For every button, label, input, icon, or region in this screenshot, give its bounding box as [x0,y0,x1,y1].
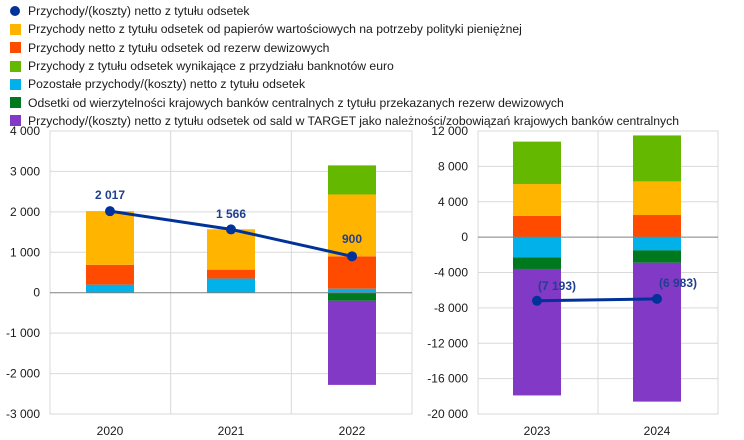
legend-item: Przychody netto z tytułu odsetek od reze… [10,39,740,57]
data-label: 1 566 [216,207,246,221]
y-tick-label: -16 000 [427,372,468,386]
legend-item: Przychody netto z tytułu odsetek od papi… [10,20,740,38]
bar-segment [513,184,561,216]
legend-marker [10,78,21,90]
legend-label: Przychody netto z tytułu odsetek od papi… [28,22,522,37]
y-tick-label: 2 000 [10,205,40,219]
legend-marker [10,115,21,127]
bar-segment [86,211,134,265]
legend-item: Pozostałe przychody/(koszty) netto z tyt… [10,75,740,93]
legend-label: Przychody netto z tytułu odsetek od reze… [28,40,330,55]
y-tick-label: 12 000 [431,124,468,138]
data-label: 2 017 [95,188,125,202]
y-tick-label: -2 000 [6,367,40,381]
legend-item: Przychody z tytułu odsetek wynikające z … [10,57,740,75]
y-tick-label: -4 000 [434,266,468,280]
bar-segment [328,256,376,289]
y-tick-label: -8 000 [434,301,468,315]
legend-label: Pozostałe przychody/(koszty) netto z tyt… [28,77,306,92]
bar-segment [633,262,681,402]
bar-segment [328,165,376,195]
x-tick-label: 2020 [97,424,124,438]
chart-legend: Przychody/(koszty) netto z tytułu odsete… [10,2,740,130]
y-tick-label: -12 000 [427,336,468,350]
legend-marker [10,60,21,72]
bar-segment [207,229,255,270]
x-tick-label: 2021 [218,424,245,438]
legend-item: Przychody/(koszty) netto z tytułu odsete… [10,2,740,20]
y-tick-label: 0 [33,286,40,300]
y-tick-label: 3 000 [10,164,40,178]
legend-marker [10,42,21,54]
y-tick-label: -20 000 [427,407,468,421]
plot-frame [477,130,719,415]
bar-segment [513,215,561,238]
data-label: (7 193) [538,279,576,293]
x-tick-label: 2022 [339,424,366,438]
legend-marker [10,23,21,35]
bar-segment [86,264,134,285]
y-tick-label: 0 [461,230,468,244]
legend-label: Odsetki od wierzytelności krajowych bank… [28,95,564,110]
bar-segment [328,194,376,257]
y-tick-label: 4 000 [10,124,40,138]
y-tick-label: -1 000 [6,326,40,340]
bar-segment [633,215,681,238]
bar-segment [633,237,681,251]
data-label: (6 983) [659,276,697,290]
total-point [226,224,236,235]
legend-label: Przychody/(koszty) netto z tytułu odsete… [28,113,679,128]
y-tick-label: 1 000 [10,245,40,259]
legend-item: Przychody/(koszty) netto z tytułu odsete… [10,112,740,130]
plot-frame [49,130,413,415]
y-tick-label: 8 000 [438,159,468,173]
total-point [652,293,662,304]
legend-marker [10,6,20,17]
bar-segment [633,181,681,216]
y-tick-label: -3 000 [6,407,40,421]
x-tick-label: 2023 [524,424,551,438]
bar-segment [633,250,681,263]
data-label: 900 [342,232,362,246]
bar-segment [328,288,376,293]
legend-marker [10,97,21,109]
bar-segment [513,237,561,258]
total-point [105,206,115,217]
bar-segment [86,284,134,293]
legend-label: Przychody z tytułu odsetek wynikające z … [28,59,394,74]
total-point [532,295,542,306]
x-tick-label: 2024 [644,424,671,438]
legend-item: Odsetki od wierzytelności krajowych bank… [10,93,740,111]
legend-label: Przychody/(koszty) netto z tytułu odsete… [28,4,250,19]
bar-segment [513,257,561,269]
bar-segment [207,278,255,293]
bar-segment [513,141,561,185]
left-chart-2020-2022: -3 000 -2 000 -1 000 0 1 000 2 000 3 000 4 000 2… [6,124,413,438]
total-point [347,251,357,262]
bar-segment [633,135,681,182]
bar-segment [513,268,561,396]
bar-segment [328,292,376,301]
right-chart-2023-2024: -20 000 -16 000 -12 000 -8 000 -4 000 0 4 000 8… [427,124,719,438]
total-line [536,297,658,303]
y-tick-label: 4 000 [438,195,468,209]
bar-segment [328,300,376,385]
bar-segment [207,269,255,279]
